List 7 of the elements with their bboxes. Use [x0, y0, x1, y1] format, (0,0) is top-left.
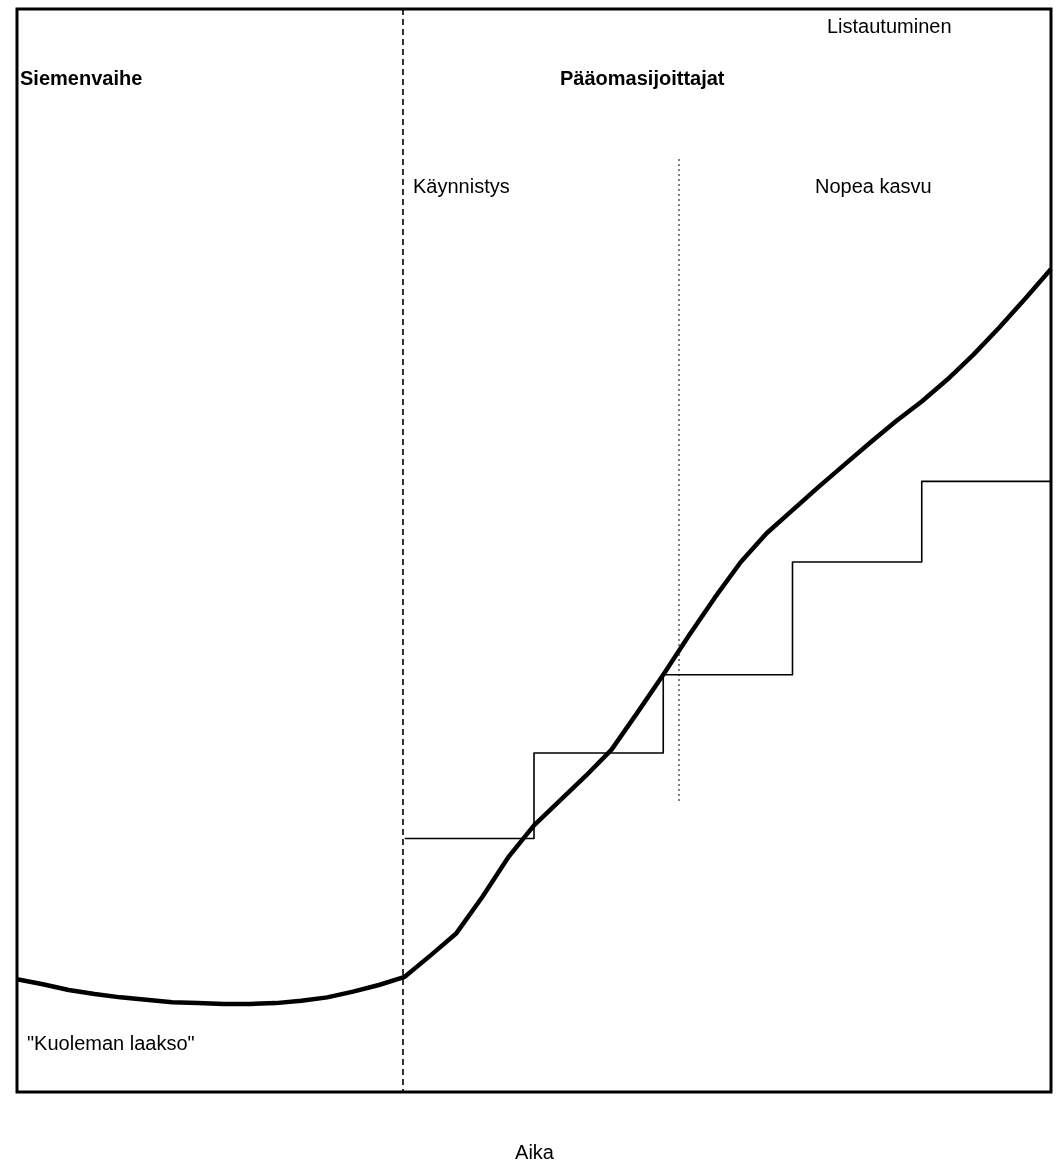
text: Pääomasijoittajat	[560, 67, 725, 89]
text: Nopea kasvu	[815, 175, 932, 197]
x-axis-title: Aika	[515, 1140, 555, 1163]
text: Siemenvaihe	[20, 67, 143, 89]
text: Listautuminen	[827, 15, 952, 37]
text: Käynnistys	[413, 175, 510, 197]
annotation: "Kuoleman laakso"	[27, 1032, 195, 1054]
